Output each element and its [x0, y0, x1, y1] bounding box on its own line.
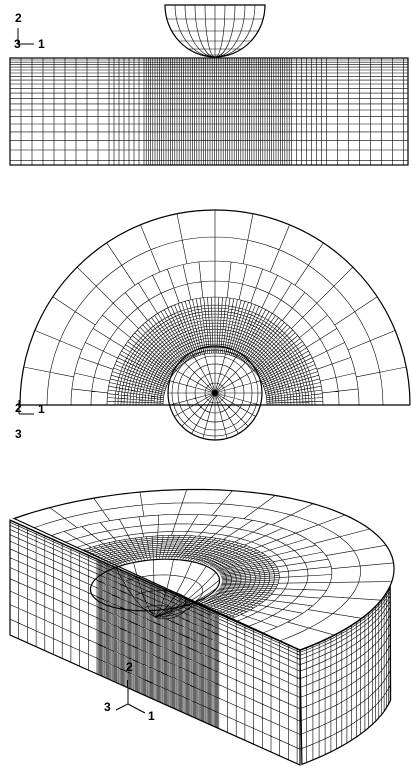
triad-label: 1	[148, 709, 155, 723]
side-face	[300, 586, 391, 765]
triad-label: 3	[14, 37, 21, 51]
triad-label: 3	[15, 427, 22, 441]
indenter-mesh	[167, 5, 263, 57]
triad-label: 2	[126, 660, 133, 674]
triad-label: 2	[15, 401, 22, 415]
triad-axis	[116, 704, 128, 710]
triad-label: 1	[38, 37, 45, 51]
triad-label: 2	[15, 11, 22, 25]
isometric-view	[10, 490, 394, 766]
axis-triad: 2 3 1	[14, 11, 45, 51]
indenter-tip	[212, 390, 218, 396]
page: 2 3 1 2 1 3 2 3 1 (() => { const data = …	[0, 0, 412, 771]
triad-axis	[128, 704, 145, 713]
block-mesh	[10, 58, 408, 165]
side-face-mesh	[300, 586, 390, 765]
plan-view	[18, 210, 410, 440]
axis-triad: 2 3 1	[104, 660, 155, 723]
side-view	[10, 5, 408, 165]
triad-label: 3	[104, 700, 111, 714]
plan-outline	[18, 210, 410, 405]
triad-label: 1	[38, 402, 45, 416]
mesh-figure: 2 3 1 2 1 3 2 3 1	[0, 0, 412, 771]
axis-triad: 2 1 3	[15, 400, 45, 441]
